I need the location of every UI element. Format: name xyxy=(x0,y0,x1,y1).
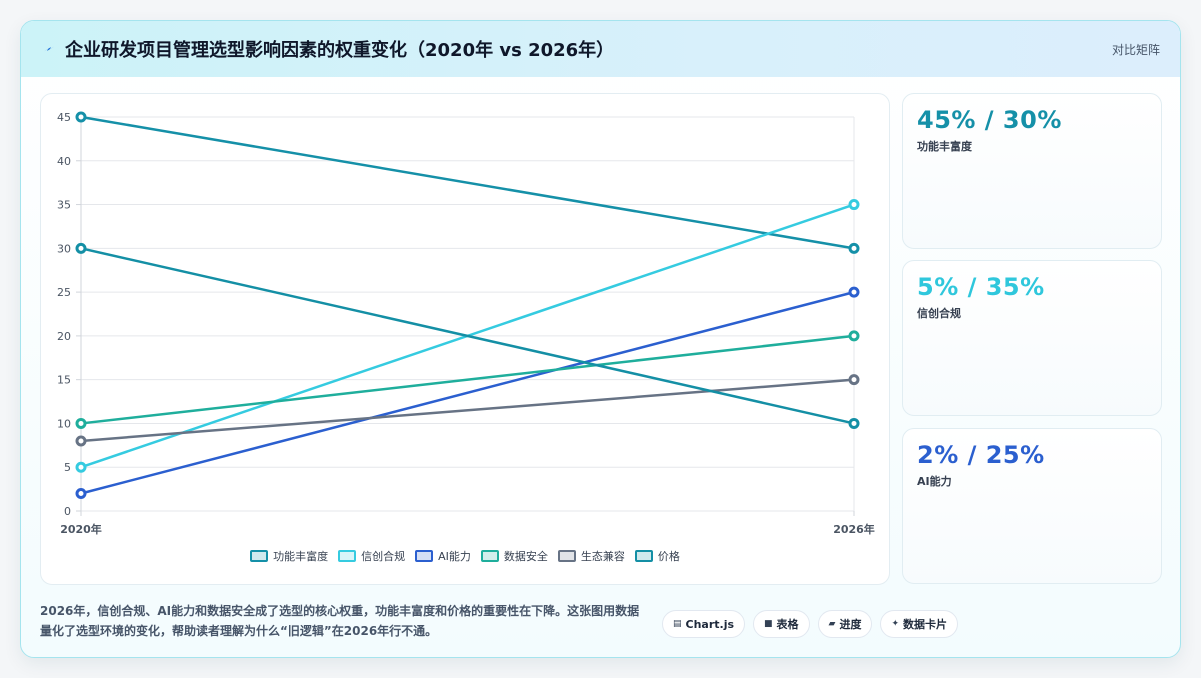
series-line xyxy=(80,378,855,443)
line-chart: 0 5 10 15 20 25 30 35 40 45 2020年 2026年 xyxy=(57,111,875,536)
data-point xyxy=(75,111,87,123)
series-line xyxy=(80,290,855,495)
data-point xyxy=(848,199,860,211)
legend-item[interactable]: 信创合规 xyxy=(338,548,405,564)
legend-label: 信创合规 xyxy=(361,550,406,563)
legend-swatch xyxy=(250,550,269,562)
x-tick-label: 2020年 xyxy=(60,522,102,536)
stat-label: 信创合规 xyxy=(917,307,961,320)
y-tick-label: 5 xyxy=(64,461,71,474)
data-card-button[interactable]: ✦ 数据卡片 xyxy=(880,610,959,638)
data-point xyxy=(848,286,860,298)
data-point xyxy=(848,374,860,386)
legend-label: 功能丰富度 xyxy=(273,550,329,563)
data-point xyxy=(848,242,860,254)
header: 企业研发项目管理选型影响因素的权重变化（2020年 vs 2026年） 对比矩阵 xyxy=(21,21,1180,77)
button-label: 进度 xyxy=(839,618,862,631)
stat-card-feature: 45% / 30% 功能丰富度 xyxy=(902,93,1162,249)
stat-value: 5% / 35% xyxy=(917,273,1045,301)
series-line xyxy=(80,115,855,250)
legend-item[interactable]: AI能力 xyxy=(415,548,471,564)
stat-card-xinchuang: 5% / 35% 信创合规 xyxy=(902,260,1162,416)
button-label: 数据卡片 xyxy=(903,618,948,631)
y-tick-label: 30 xyxy=(57,242,71,255)
footer-description: 2026年，信创合规、AI能力和数据安全成了选型的核心权重，功能丰富度和价格的重… xyxy=(40,604,640,638)
legend-label: 价格 xyxy=(657,550,680,563)
y-tick-label: 25 xyxy=(57,286,71,299)
y-tick-label: 20 xyxy=(57,330,71,343)
legend-swatch xyxy=(557,550,576,562)
legend-item[interactable]: 功能丰富度 xyxy=(250,548,328,564)
y-tick-label: 0 xyxy=(64,505,71,518)
chartjs-button[interactable]: ▤ Chart.js xyxy=(662,610,746,638)
data-point xyxy=(848,417,860,429)
data-point xyxy=(75,487,87,499)
stat-label: 功能丰富度 xyxy=(917,140,972,153)
legend-item[interactable]: 生态兼容 xyxy=(557,548,625,564)
legend-label: 生态兼容 xyxy=(580,550,625,563)
stat-value: 2% / 25% xyxy=(917,441,1045,469)
legend-item[interactable]: 价格 xyxy=(634,548,680,564)
legend-label: 数据安全 xyxy=(503,550,548,563)
data-point xyxy=(75,242,87,254)
legend-swatch xyxy=(415,550,434,562)
progress-icon: ▰ xyxy=(828,619,836,629)
legend-swatch xyxy=(480,550,499,562)
y-tick-label: 10 xyxy=(57,417,71,430)
main-card: 企业研发项目管理选型影响因素的权重变化（2020年 vs 2026年） 对比矩阵… xyxy=(20,20,1181,658)
data-point xyxy=(75,435,87,447)
stat-card-ai: 2% / 25% AI能力 xyxy=(902,428,1162,584)
legend-swatch xyxy=(338,550,357,562)
sparkle-icon: ✦ xyxy=(891,619,900,629)
data-point xyxy=(848,330,860,342)
x-tick-label: 2026年 xyxy=(833,522,875,536)
chart-icon: ▤ xyxy=(673,619,682,629)
y-tick-label: 40 xyxy=(57,155,71,168)
view-label[interactable]: 对比矩阵 xyxy=(1111,42,1160,57)
progress-button[interactable]: ▰ 进度 xyxy=(817,610,873,638)
y-tick-label: 15 xyxy=(57,374,71,387)
page-title: 企业研发项目管理选型影响因素的权重变化（2020年 vs 2026年） xyxy=(65,40,615,61)
series-line xyxy=(80,334,855,425)
button-label: 表格 xyxy=(776,618,799,631)
table-icon: ■ xyxy=(764,619,773,629)
view-toggle-buttons: ▤ Chart.js ■ 表格 ▰ 进度 ✦ 数据卡片 xyxy=(662,610,959,638)
y-tick-label: 45 xyxy=(57,111,71,124)
data-point xyxy=(75,417,87,429)
chart-panel: 0 5 10 15 20 25 30 35 40 45 2020年 2026年 功能丰富度 信创合规 AI… xyxy=(40,93,890,585)
y-tick-label: 35 xyxy=(57,199,71,212)
legend-label: AI能力 xyxy=(438,550,471,563)
data-point xyxy=(75,461,87,473)
button-label: Chart.js xyxy=(685,617,735,631)
series-line xyxy=(80,247,855,425)
legend-item[interactable]: 数据安全 xyxy=(480,548,548,564)
bolt-icon xyxy=(41,41,57,57)
chart-legend: 功能丰富度 信创合规 AI能力 数据安全 生态兼容 价格 xyxy=(41,546,889,566)
stat-value: 45% / 30% xyxy=(917,106,1062,134)
table-button[interactable]: ■ 表格 xyxy=(753,610,810,638)
legend-swatch xyxy=(634,550,653,562)
stat-label: AI能力 xyxy=(917,475,952,488)
